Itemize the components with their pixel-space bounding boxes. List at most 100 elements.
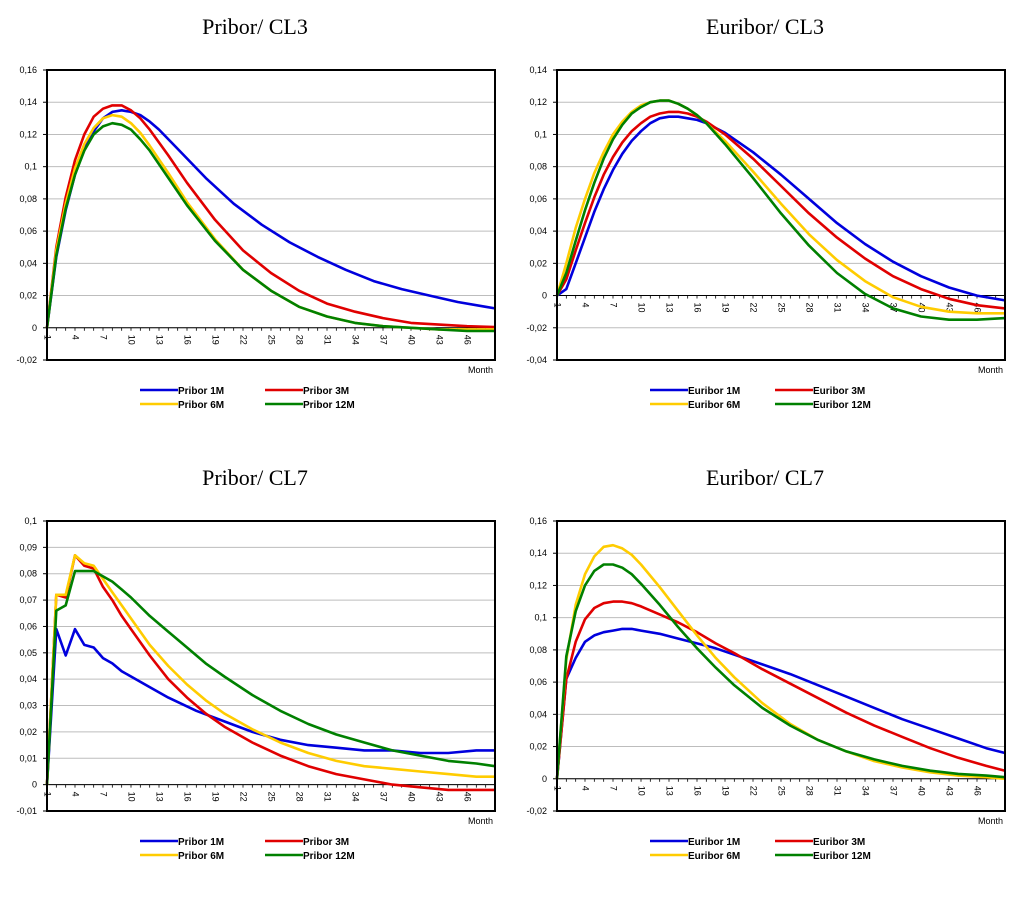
legend-label: Pribor 3M [303,837,349,848]
y-tick-label: -0,04 [526,355,547,365]
series-line [45,104,496,329]
y-tick-label: 0,06 [19,621,37,631]
series-line [555,600,1006,779]
plot-frame [556,69,1006,361]
y-tick-label: 0,04 [529,226,547,236]
legend-label: Euribor 12M [813,851,871,862]
x-tick-label: 22 [749,303,759,313]
x-tick-label: 7 [609,303,619,308]
x-tick-label: 4 [581,786,591,791]
x-tick-label: 19 [721,786,731,796]
x-tick-label: 13 [665,786,675,796]
legend-label: Pribor 1M [178,386,224,397]
x-tick-label: 25 [267,792,277,802]
x-tick-label: 28 [805,786,815,796]
x-tick-label: 19 [211,792,221,802]
x-tick-label: 13 [155,335,165,345]
y-tick-label: 0 [542,291,547,301]
x-tick-label: 46 [973,303,983,313]
series-line [556,115,1006,302]
y-tick-label: 0,07 [19,595,37,605]
x-tick-label: 37 [379,792,389,802]
y-tick-label: 0,16 [19,65,37,75]
series-line [45,113,495,331]
series-line [45,121,495,333]
y-tick-label: 0,1 [534,613,547,623]
y-tick-label: 0,12 [529,97,547,107]
y-tick-label: 0,1 [24,516,37,526]
legend-label: Pribor 3M [303,386,349,397]
x-tick-label: 10 [127,335,137,345]
x-axis-label: Month [468,816,493,826]
chart-panel-euribor-cl3: Euribor/ CL3 -0,04 -0,02 0 0,02 0,04 0,06 0,08… [510,0,1020,451]
x-tick-label: 37 [889,786,899,796]
x-tick-label: 34 [861,786,871,796]
legend-label: Pribor 6M [178,851,224,862]
x-axis-label: Month [978,816,1003,826]
x-tick-label: 13 [155,792,165,802]
x-tick-label: 28 [805,303,815,313]
x-tick-label: 22 [239,792,249,802]
y-tick-label: 0,08 [529,162,547,172]
x-tick-label: 19 [721,303,731,313]
x-tick-label: 28 [295,335,305,345]
x-tick-label: 25 [777,303,787,313]
x-tick-label: 40 [917,786,927,796]
y-tick-label: 0,04 [529,709,547,719]
chart-title: Euribor/ CL3 [706,14,824,39]
series-line [555,99,1005,315]
x-tick-label: 43 [945,303,955,313]
x-tick-label: 31 [323,335,333,345]
y-tick-label: -0,02 [526,806,547,816]
x-tick-label: 40 [407,792,417,802]
y-tick-label: 0,08 [19,194,37,204]
legend-label: Pribor 1M [178,837,224,848]
x-tick-label: 16 [693,786,703,796]
x-tick-label: 43 [435,792,445,802]
x-tick-label: 10 [637,786,647,796]
legend-label: Pribor 12M [303,400,355,411]
series-line [555,110,1006,310]
y-tick-label: 0,14 [19,97,37,107]
x-tick-label: 13 [665,303,675,313]
x-tick-label: 16 [183,335,193,345]
y-tick-label: 0,1 [24,162,37,172]
x-axis-label: Month [468,365,493,375]
chart-svg: -0,01 0 0,01 0,02 0,03 0,04 0,05 0,06 0,07 0,08 0,… [16,516,496,862]
y-tick-label: 0,05 [19,648,37,658]
x-tick-label: 34 [861,303,871,313]
x-tick-label: 25 [267,335,277,345]
plot-frame [556,520,1006,812]
plot-frame [46,69,496,361]
x-tick-label: 16 [693,303,703,313]
x-tick-label: 10 [127,792,137,802]
series-line [555,563,1006,779]
y-tick-label: 0,02 [529,258,547,268]
x-tick-label: 46 [463,792,473,802]
y-tick-label: 0,08 [19,569,37,579]
series-line [45,554,495,785]
series-line [555,543,1006,781]
x-tick-label: 28 [295,792,305,802]
x-tick-label: 43 [435,335,445,345]
legend-label: Euribor 1M [688,386,740,397]
x-axis-label: Month [978,365,1003,375]
chart-title: Euribor/ CL7 [706,465,824,490]
x-tick-label: 31 [833,303,843,313]
y-tick-label: 0,14 [529,548,547,558]
x-tick-label: 4 [71,335,81,340]
chart-panel-euribor-cl7: Euribor/ CL7 -0,02 0 0,02 0,04 0,06 0,08 0,1 0,… [510,451,1020,902]
chart-title: Pribor/ CL3 [202,14,308,39]
y-tick-label: 0,04 [19,258,37,268]
y-tick-label: -0,01 [16,806,37,816]
x-tick-label: 7 [99,335,109,340]
x-tick-label: 31 [323,792,333,802]
y-tick-label: 0,16 [529,516,547,526]
y-tick-label: 0 [542,774,547,784]
series-line [45,554,495,792]
y-tick-label: 0,03 [19,701,37,711]
y-tick-label: 0,1 [534,129,547,139]
legend-label: Euribor 6M [688,400,740,411]
x-tick-label: 19 [211,335,221,345]
